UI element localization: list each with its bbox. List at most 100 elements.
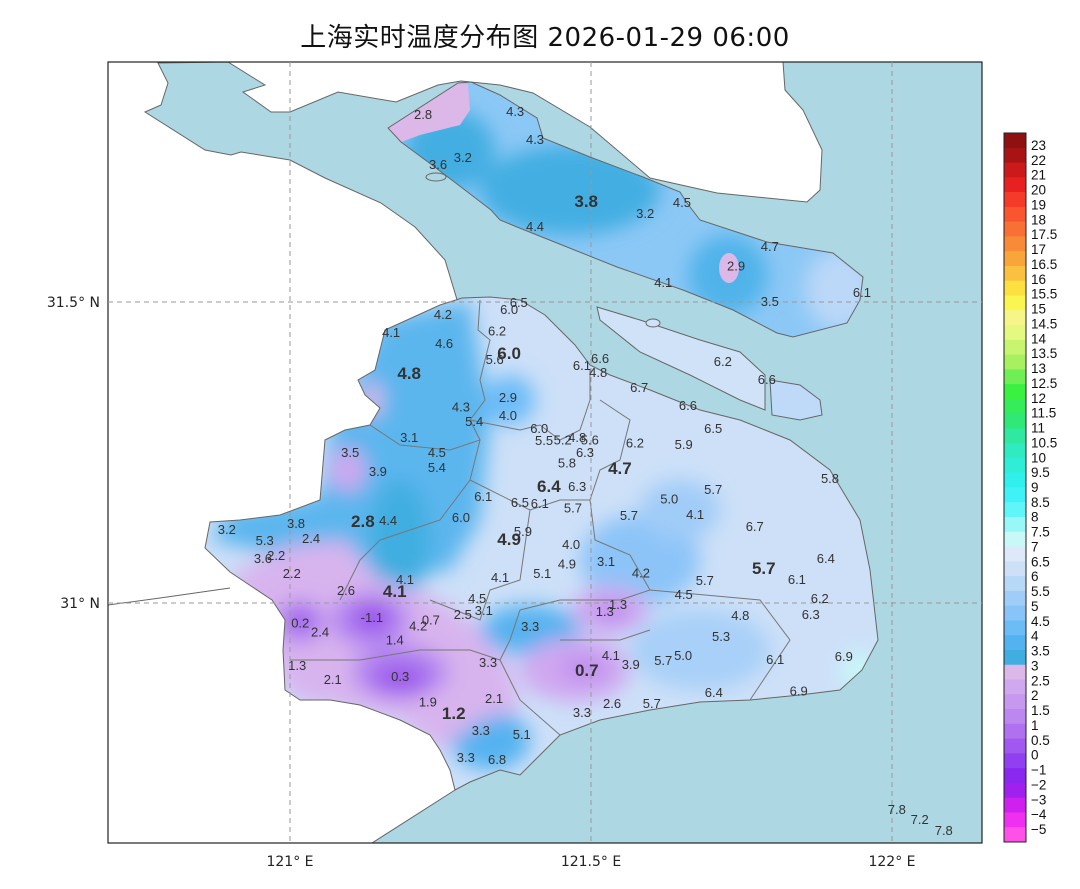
district-boundaries	[290, 299, 791, 736]
provincial-boundary	[108, 587, 231, 606]
colorbar-tick-label: 12	[1031, 391, 1046, 406]
station-value: 2.9	[727, 258, 745, 273]
colorbar-band	[1004, 133, 1026, 149]
colorbar-tick-label: 0.5	[1031, 733, 1050, 748]
map-title: 上海实时温度分布图 2026-01-29 06:00	[300, 23, 790, 53]
station-value: 4.7	[761, 239, 779, 254]
colorbar-tick-label: 2.5	[1031, 673, 1050, 688]
station-value: 1.3	[596, 604, 614, 619]
station-value: 3.6	[254, 551, 272, 566]
colorbar-band	[1004, 413, 1026, 429]
colorbar-tick-label: 13.5	[1031, 346, 1057, 361]
station-value: 3.5	[341, 445, 359, 460]
colorbar-tick-label: 0	[1031, 748, 1039, 763]
colorbar-band	[1004, 797, 1026, 813]
colorbar-tick-label: 12.5	[1031, 376, 1057, 391]
colorbar-band	[1004, 812, 1026, 828]
colorbar-tick-label: 16.5	[1031, 257, 1057, 272]
station-value: 6.1	[531, 496, 549, 511]
lat-label: 31.5° N	[47, 295, 100, 311]
colorbar-band	[1004, 605, 1026, 621]
lon-label: 121° E	[266, 854, 313, 870]
colorbar-band	[1004, 723, 1026, 740]
colorbar-tick-label: 4	[1031, 629, 1039, 644]
colorbar-tick-label: −3	[1031, 792, 1046, 807]
station-value: 4.4	[379, 513, 397, 528]
colorbar-tick-label: 15.5	[1031, 287, 1057, 302]
station-value: 4.1	[382, 325, 400, 340]
station-value: 6.1	[766, 652, 784, 667]
colorbar-tick-label: 7.5	[1031, 525, 1050, 540]
station-value: 3.3	[472, 723, 490, 738]
station-value: 6.1	[474, 489, 492, 504]
colorbar-band	[1004, 517, 1026, 533]
colorbar-tick-label: 23	[1031, 138, 1046, 153]
colorbar-band	[1004, 295, 1026, 311]
station-value: 6.2	[626, 435, 644, 450]
station-value: 2.1	[485, 691, 503, 706]
colorbar-band	[1004, 649, 1026, 666]
colorbar-tick-label: 10.5	[1031, 435, 1057, 450]
station-value: 4.1	[602, 648, 620, 663]
colorbar-tick-label: 9	[1031, 480, 1039, 495]
station-value: 5.7	[643, 696, 661, 711]
station-value: 5.1	[513, 727, 531, 742]
colorbar-tick-label: 5	[1031, 599, 1039, 614]
colorbar-tick-label: 16	[1031, 272, 1046, 287]
colorbar-tick-label: 15	[1031, 302, 1046, 317]
station-value: 5.4	[465, 414, 483, 429]
lat-label: 31° N	[60, 596, 100, 612]
station-value: 5.7	[620, 508, 638, 523]
station-value: 6.0	[497, 344, 521, 363]
station-value: 6.4	[705, 685, 723, 700]
colorbar-band	[1004, 561, 1026, 577]
colorbar-band	[1004, 694, 1026, 710]
station-value: 3.8	[574, 192, 598, 211]
station-value: 6.0	[530, 421, 548, 436]
gridlines	[108, 62, 982, 843]
colorbar-tick-label: 8.5	[1031, 495, 1050, 510]
colorbar-tick-label: 22	[1031, 153, 1046, 168]
station-value: 2.5	[454, 607, 472, 622]
colorbar-tick-label: 8	[1031, 510, 1039, 525]
station-value: 6.5	[511, 495, 529, 510]
station-value: 3.5	[761, 294, 779, 309]
colorbar-band	[1004, 635, 1026, 651]
colorbar-tick-label: 9.5	[1031, 465, 1050, 480]
colorbar-tick-label: −4	[1031, 807, 1047, 822]
station-value: 3.9	[622, 657, 640, 672]
station-value: 2.8	[414, 107, 432, 122]
colorbar-band	[1004, 664, 1026, 681]
colorbar-band	[1004, 428, 1026, 444]
lon-label: 122° E	[868, 854, 915, 870]
station-value: 3.1	[475, 603, 493, 618]
station-value: 2.2	[267, 548, 285, 563]
colorbar-tick-label: −1	[1031, 763, 1046, 778]
colorbar-band	[1004, 177, 1026, 193]
station-value: 0.3	[391, 669, 409, 684]
station-value: 4.0	[562, 537, 580, 552]
islet	[425, 172, 447, 182]
colorbar-band	[1004, 236, 1026, 252]
station-value: 4.5	[675, 587, 693, 602]
colorbar-band	[1004, 310, 1026, 326]
colorbar-band	[1004, 576, 1026, 592]
station-value: 2.2	[283, 566, 301, 581]
station-value: 2.1	[324, 672, 342, 687]
axis-labels: 121° E 121.5° E 122° E 31.5° N 31° N	[47, 295, 916, 870]
colorbar-band	[1004, 384, 1026, 400]
colorbar-tick-label: 20	[1031, 183, 1046, 198]
station-value: 3.2	[218, 522, 236, 537]
station-value: 5.7	[752, 559, 776, 578]
colorbar-tick-label: 11	[1031, 421, 1045, 436]
colorbar-band	[1004, 398, 1026, 415]
colorbar-band	[1004, 280, 1026, 296]
station-value: 5.5	[535, 433, 553, 448]
colorbar-tick-label: 1	[1031, 718, 1039, 733]
colorbar-band	[1004, 709, 1026, 725]
colorbar-tick-label: 3.5	[1031, 644, 1050, 659]
station-value: 1.9	[419, 695, 437, 710]
station-value: 6.1	[853, 285, 871, 300]
station-value: 4.2	[409, 618, 427, 633]
